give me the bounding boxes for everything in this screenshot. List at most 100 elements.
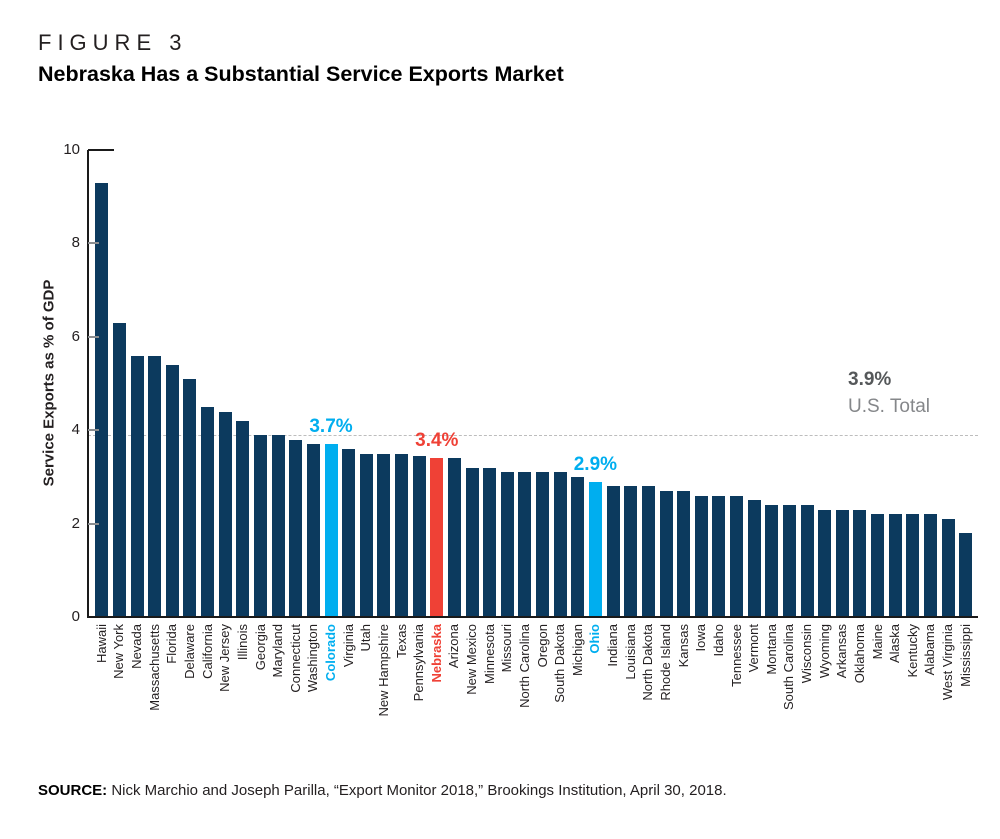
x-label-arkansas: Arkansas bbox=[834, 624, 850, 679]
x-label-washington: Washington bbox=[305, 624, 321, 693]
bar-idaho bbox=[712, 495, 726, 617]
x-label-montana: Montana bbox=[763, 624, 779, 675]
x-label-maryland: Maryland bbox=[270, 624, 286, 678]
bar-kansas bbox=[677, 490, 691, 617]
x-label-kentucky: Kentucky bbox=[904, 624, 920, 678]
x-label-south-dakota: South Dakota bbox=[552, 624, 568, 703]
bar-alaska bbox=[888, 514, 902, 617]
y-axis-line bbox=[87, 150, 89, 617]
bar-illinois bbox=[236, 420, 250, 617]
source-text: Nick Marchio and Joseph Parilla, “Export… bbox=[107, 782, 727, 799]
x-label-delaware: Delaware bbox=[181, 624, 197, 679]
y-tick-8 bbox=[88, 242, 99, 244]
y-tick-6 bbox=[88, 336, 99, 338]
bar-florida bbox=[165, 364, 179, 617]
bar-south-dakota bbox=[553, 472, 567, 617]
bar-west-virginia bbox=[941, 518, 955, 617]
x-label-south-carolina: South Carolina bbox=[781, 624, 797, 710]
bar-ohio bbox=[588, 481, 602, 617]
y-axis-title-text: Service Exports as % of GDP bbox=[40, 279, 58, 487]
y-tick-label-8: 8 bbox=[71, 234, 80, 251]
x-label-florida: Florida bbox=[164, 624, 180, 664]
us-total-label: U.S. Total bbox=[848, 396, 931, 417]
bar-connecticut bbox=[289, 439, 303, 617]
bar-new-mexico bbox=[465, 467, 479, 617]
bar-iowa bbox=[694, 495, 708, 617]
us-total-annotation: 3.9% U.S. Total bbox=[848, 366, 930, 420]
x-label-oregon: Oregon bbox=[534, 624, 550, 668]
bar-oklahoma bbox=[853, 509, 867, 617]
bar-south-carolina bbox=[782, 504, 796, 617]
x-label-iowa: Iowa bbox=[693, 624, 709, 652]
bar-alabama bbox=[923, 514, 937, 617]
y-tick-label-2: 2 bbox=[71, 515, 80, 532]
bar-new-jersey bbox=[218, 411, 232, 617]
x-label-ohio: Ohio bbox=[587, 624, 603, 654]
x-label-tennessee: Tennessee bbox=[728, 624, 744, 687]
value-label-nebraska: 3.4% bbox=[415, 430, 459, 452]
bar-tennessee bbox=[730, 495, 743, 617]
y-tick-label-6: 6 bbox=[71, 328, 80, 345]
x-axis-line bbox=[87, 616, 978, 618]
bar-indiana bbox=[606, 486, 620, 617]
x-label-oklahoma: Oklahoma bbox=[851, 624, 867, 684]
bar-minnesota bbox=[483, 467, 497, 617]
y-tick-2 bbox=[88, 523, 99, 525]
bar-california bbox=[201, 406, 215, 617]
x-label-north-carolina: North Carolina bbox=[516, 624, 532, 708]
x-label-vermont: Vermont bbox=[746, 624, 762, 673]
x-label-hawaii: Hawaii bbox=[93, 624, 109, 664]
source-label: SOURCE: bbox=[38, 782, 108, 799]
x-label-alabama: Alabama bbox=[922, 624, 938, 676]
bar-north-dakota bbox=[641, 486, 655, 617]
bar-montana bbox=[765, 504, 779, 617]
value-label-ohio: 2.9% bbox=[573, 453, 618, 475]
x-label-nevada: Nevada bbox=[129, 624, 145, 669]
bar-north-carolina bbox=[518, 472, 532, 617]
bar-massachusetts bbox=[148, 355, 162, 617]
x-label-utah: Utah bbox=[358, 624, 374, 652]
bar-missouri bbox=[500, 472, 514, 617]
x-label-texas: Texas bbox=[393, 624, 409, 658]
bar-virginia bbox=[342, 448, 356, 617]
bar-kentucky bbox=[906, 514, 920, 617]
x-label-minnesota: Minnesota bbox=[481, 624, 497, 684]
x-label-california: California bbox=[199, 624, 215, 679]
bar-new-york bbox=[112, 322, 126, 617]
bar-michigan bbox=[571, 476, 585, 617]
figure-number: FIGURE 3 bbox=[38, 30, 188, 55]
x-label-new-jersey: New Jersey bbox=[217, 624, 233, 692]
bar-pennsylvania bbox=[412, 455, 426, 617]
x-label-pennsylvania: Pennsylvania bbox=[411, 624, 427, 702]
x-label-louisiana: Louisiana bbox=[622, 624, 638, 680]
x-label-north-dakota: North Dakota bbox=[640, 624, 656, 701]
bar-utah bbox=[359, 453, 373, 617]
x-label-new-mexico: New Mexico bbox=[464, 624, 479, 695]
value-label-colorado: 3.7% bbox=[309, 416, 353, 438]
bar-rhode-island bbox=[659, 490, 673, 617]
x-label-idaho: Idaho bbox=[710, 624, 726, 657]
us-total-reference-line bbox=[88, 435, 978, 436]
y-tick-4 bbox=[88, 429, 99, 431]
x-label-connecticut: Connecticut bbox=[287, 624, 303, 693]
x-label-mississippi: Mississippi bbox=[957, 624, 973, 687]
y-tick-label-10: 10 bbox=[63, 141, 80, 158]
x-label-nebraska: Nebraska bbox=[428, 624, 444, 683]
bar-colorado bbox=[324, 444, 338, 617]
bar-nebraska bbox=[430, 458, 444, 617]
bar-vermont bbox=[747, 500, 761, 618]
x-label-michigan: Michigan bbox=[569, 624, 585, 677]
bar-arizona bbox=[447, 458, 461, 617]
x-label-maine: Maine bbox=[869, 624, 885, 660]
x-label-missouri: Missouri bbox=[499, 624, 515, 673]
source-line: SOURCE: Nick Marchio and Joseph Parilla,… bbox=[38, 782, 727, 799]
bar-texas bbox=[395, 453, 408, 617]
figure-title: Nebraska Has a Substantial Service Expor… bbox=[38, 62, 564, 86]
x-label-indiana: Indiana bbox=[605, 624, 621, 667]
bar-hawaii bbox=[95, 182, 109, 617]
x-label-alaska: Alaska bbox=[887, 624, 903, 664]
bar-mississippi bbox=[959, 532, 973, 617]
x-label-kansas: Kansas bbox=[675, 624, 691, 668]
x-label-colorado: Colorado bbox=[323, 624, 338, 682]
